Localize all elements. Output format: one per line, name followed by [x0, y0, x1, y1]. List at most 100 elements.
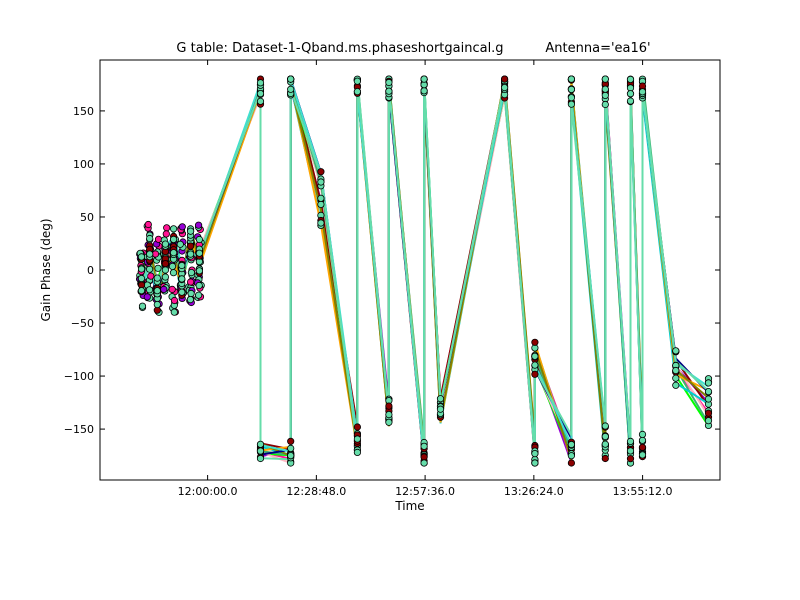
point-3-31-2 — [672, 347, 680, 355]
y-axis-label: Gain Phase (deg) — [39, 218, 53, 321]
point-3-23-2 — [567, 440, 576, 449]
point-3-1-2 — [146, 250, 154, 258]
point-2-22-0 — [531, 338, 539, 346]
cluster-point-7-10 — [195, 291, 203, 299]
point-2-31-1 — [672, 366, 680, 375]
point-2-31-2 — [672, 381, 680, 389]
cluster-point-7-19 — [195, 281, 203, 290]
point-2-32-1 — [704, 395, 713, 403]
point-2-5-1 — [178, 288, 186, 296]
point-3-13-2 — [353, 448, 361, 456]
cluster-point-6-20 — [187, 278, 195, 286]
point-2-23-2 — [567, 452, 576, 460]
point-1-32-0 — [704, 409, 713, 417]
chart-title: G table: Dataset-1-Qband.ms.phaseshortga… — [176, 41, 503, 56]
point-3-6-2 — [187, 250, 195, 258]
point-2-3-1 — [161, 266, 169, 274]
cluster-point-6-19 — [186, 295, 194, 304]
point-3-15-2 — [385, 418, 393, 426]
point-3-3-2 — [161, 240, 169, 248]
point-2-24-1 — [567, 85, 576, 94]
point-3-26-1 — [601, 75, 609, 83]
point-3-6-0 — [187, 242, 195, 250]
point-3-20-2 — [500, 84, 509, 92]
cluster-point-4-14 — [169, 269, 178, 277]
point-3-12-0 — [317, 168, 325, 176]
point-3-5-2 — [178, 275, 186, 283]
x-tick-label-0: 12:00:00.0 — [178, 485, 238, 498]
point-3-30-2 — [638, 88, 647, 96]
point-2-6-2 — [187, 227, 195, 235]
cluster-point-4-19 — [168, 262, 177, 270]
point-3-5-1 — [178, 261, 186, 270]
point-3-29-2 — [638, 451, 647, 459]
cluster-point-6-18 — [187, 289, 195, 298]
y-tick-label-2: −50 — [71, 317, 94, 330]
point-3-32-2 — [704, 379, 713, 387]
point-3-0-1 — [137, 274, 146, 283]
x-tick-label-4: 13:55:12.0 — [613, 485, 673, 498]
point-3-17-2 — [420, 459, 428, 467]
point-3-14-1 — [353, 88, 361, 96]
point-3-16-2 — [385, 78, 393, 87]
point-3-2-2 — [153, 287, 161, 295]
cluster-point-3-12 — [163, 224, 171, 232]
point-2-18-1 — [420, 87, 428, 95]
point-2-28-1 — [626, 75, 635, 84]
point-2-27-2 — [626, 447, 635, 455]
point-2-29-1 — [638, 436, 647, 444]
point-2-21-2 — [531, 449, 539, 458]
point-3-15-0 — [385, 402, 393, 410]
point-2-23-0 — [567, 459, 576, 467]
point-3-7-1 — [195, 249, 203, 257]
cluster-point-1-15 — [145, 286, 154, 294]
point-3-21-2 — [531, 459, 539, 467]
x-axis: 12:00:00.0 12:28:48.0 12:57:36.0 13:26:24.0… — [178, 60, 673, 498]
point-3-16-1 — [385, 87, 393, 95]
cluster-point-4-18 — [170, 308, 178, 316]
point-1-32-2 — [704, 417, 713, 425]
cluster-point-1-12 — [144, 220, 152, 229]
point-1-2-2 — [153, 274, 161, 282]
point-3-22-1 — [531, 352, 539, 360]
y-tick-label-1: −100 — [64, 370, 94, 383]
point-2-0-2 — [137, 253, 146, 261]
point-1-4-1 — [170, 225, 178, 233]
point-3-0-2 — [137, 287, 146, 295]
cluster-point-2-19 — [154, 264, 162, 272]
cluster-point-1-13 — [143, 293, 151, 301]
point-3-10-1 — [287, 451, 295, 460]
point-3-26-2 — [601, 85, 609, 93]
point-2-32-2 — [704, 387, 713, 396]
point-3-10-2 — [287, 444, 295, 452]
point-3-17-0 — [420, 453, 428, 461]
cluster-point-7-21 — [195, 221, 203, 229]
chart-subtitle: Antenna='ea16' — [545, 41, 650, 56]
point-2-3-2 — [161, 273, 169, 281]
x-tick-label-3: 13:26:24.0 — [504, 485, 564, 498]
y-tick-label-4: 50 — [80, 211, 94, 224]
cluster-point-5-19 — [176, 240, 184, 248]
point-2-10-0 — [287, 437, 295, 445]
point-2-12-2 — [317, 219, 325, 227]
cluster-point-4-20 — [168, 285, 176, 293]
x-tick-label-1: 12:28:48.0 — [286, 485, 346, 498]
point-2-29-0 — [638, 443, 647, 451]
point-3-24-2 — [567, 94, 576, 102]
point-3-25-2 — [601, 432, 609, 441]
point-3-12-2 — [317, 178, 325, 186]
point-2-7-2 — [195, 267, 203, 275]
point-1-24-1 — [567, 75, 576, 83]
point-3-22-2 — [531, 361, 539, 369]
cluster-point-3-17 — [160, 285, 168, 293]
point-3-11-1 — [287, 75, 295, 83]
point-3-11-2 — [287, 85, 295, 93]
chart-title-group: G table: Dataset-1-Qband.ms.phaseshortga… — [176, 41, 650, 56]
point-3-7-2 — [195, 235, 203, 244]
point-3-2-1 — [153, 300, 161, 309]
point-3-22-0 — [531, 370, 539, 378]
cluster-point-1-6 — [146, 265, 154, 273]
point-0-19-2 — [436, 395, 445, 403]
point-3-9-1 — [256, 447, 265, 455]
y-tick-label-6: 150 — [73, 105, 94, 118]
